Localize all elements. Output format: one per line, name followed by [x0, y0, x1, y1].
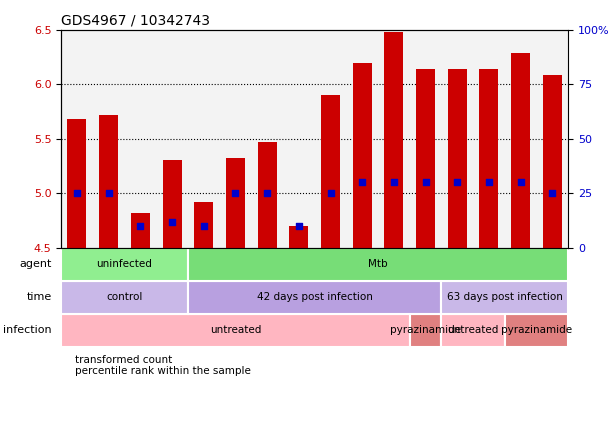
Bar — [156, 30, 188, 248]
Point — [262, 190, 272, 197]
Bar — [473, 30, 505, 248]
Point — [516, 179, 525, 186]
Bar — [536, 30, 568, 248]
Text: uninfected: uninfected — [97, 259, 152, 269]
Text: untreated: untreated — [210, 325, 261, 335]
Bar — [163, 160, 181, 248]
Point — [72, 190, 82, 197]
Bar — [505, 30, 536, 248]
FancyBboxPatch shape — [188, 248, 568, 281]
Bar — [258, 142, 277, 248]
Bar — [219, 30, 251, 248]
Bar — [290, 226, 309, 248]
Bar — [99, 115, 118, 248]
Bar — [131, 213, 150, 248]
Point — [167, 218, 177, 225]
Bar — [63, 356, 71, 363]
Bar — [63, 368, 71, 375]
Text: pyrazinamide: pyrazinamide — [390, 325, 461, 335]
Text: 63 days post infection: 63 days post infection — [447, 292, 563, 302]
Text: pyrazinamide: pyrazinamide — [501, 325, 572, 335]
FancyBboxPatch shape — [61, 281, 188, 314]
Bar — [125, 30, 156, 248]
Point — [326, 190, 335, 197]
Bar — [353, 63, 371, 248]
Bar — [283, 30, 315, 248]
Bar — [321, 95, 340, 248]
Text: agent: agent — [19, 259, 51, 269]
FancyBboxPatch shape — [61, 248, 188, 281]
Bar — [315, 30, 346, 248]
Bar — [93, 30, 125, 248]
Bar — [511, 52, 530, 248]
Bar — [384, 32, 403, 248]
Point — [230, 190, 240, 197]
Bar — [67, 119, 87, 248]
Bar — [226, 158, 245, 248]
FancyBboxPatch shape — [410, 314, 441, 347]
Point — [452, 179, 462, 186]
Text: 42 days post infection: 42 days post infection — [257, 292, 373, 302]
Text: GDS4967 / 10342743: GDS4967 / 10342743 — [61, 13, 210, 27]
FancyBboxPatch shape — [505, 314, 568, 347]
Point — [389, 179, 399, 186]
Text: infection: infection — [3, 325, 51, 335]
Text: Mtb: Mtb — [368, 259, 388, 269]
Bar — [188, 30, 219, 248]
Bar — [194, 202, 213, 248]
Bar — [378, 30, 410, 248]
FancyBboxPatch shape — [441, 314, 505, 347]
FancyBboxPatch shape — [61, 314, 410, 347]
Point — [357, 179, 367, 186]
Bar — [61, 30, 93, 248]
Point — [547, 190, 557, 197]
Bar — [251, 30, 283, 248]
Text: untreated: untreated — [447, 325, 499, 335]
Bar — [543, 75, 562, 248]
FancyBboxPatch shape — [441, 281, 568, 314]
Point — [199, 222, 208, 229]
Bar — [416, 69, 435, 248]
Point — [421, 179, 431, 186]
Text: time: time — [26, 292, 51, 302]
Text: percentile rank within the sample: percentile rank within the sample — [75, 366, 251, 376]
Bar — [441, 30, 473, 248]
Point — [294, 222, 304, 229]
Bar — [346, 30, 378, 248]
FancyBboxPatch shape — [188, 281, 441, 314]
Text: control: control — [106, 292, 143, 302]
Point — [484, 179, 494, 186]
Point — [136, 222, 145, 229]
Bar — [410, 30, 441, 248]
Bar — [448, 69, 467, 248]
Bar — [480, 69, 499, 248]
Text: transformed count: transformed count — [75, 355, 173, 365]
Point — [104, 190, 114, 197]
